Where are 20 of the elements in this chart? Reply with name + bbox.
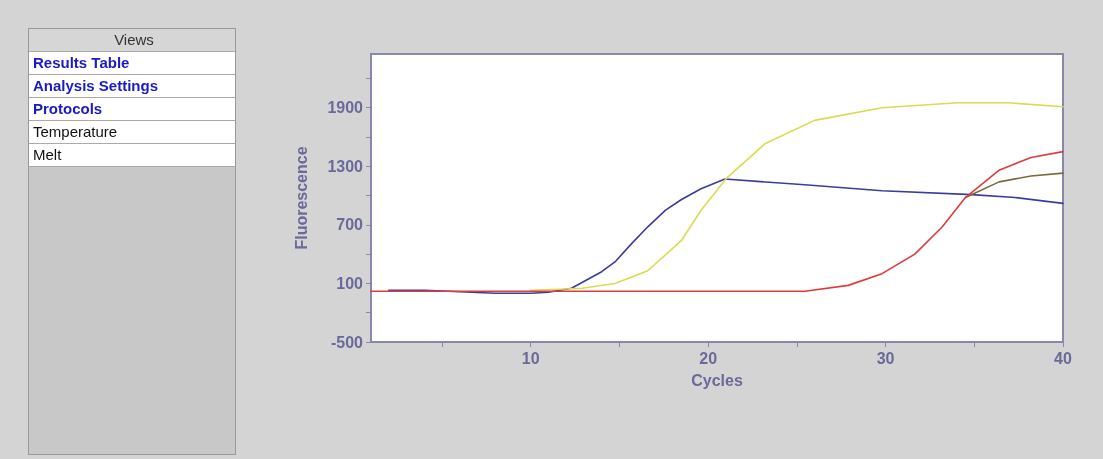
- y-axis-title: Fluorescence: [292, 146, 310, 250]
- text: Results Table: [29, 52, 235, 75]
- line-series: [387, 178, 1064, 294]
- y-tick-label: 1300: [327, 157, 364, 175]
- x-axis-title: Cycles: [691, 371, 743, 389]
- text: Melt: [29, 144, 235, 167]
- x-tick-label: 30: [876, 349, 895, 367]
- x-tick-label: 40: [1054, 349, 1072, 367]
- y-tick-label: -500: [330, 333, 364, 351]
- text: Protocols: [29, 98, 235, 121]
- x-tick-label: 20: [699, 349, 718, 367]
- x-tick-label: 10: [521, 349, 540, 367]
- line-series: [529, 102, 1064, 292]
- y-tick-label: 100: [336, 274, 364, 292]
- line-series: [370, 150, 1064, 293]
- text: Temperature: [29, 121, 235, 144]
- text: Views: [29, 29, 235, 52]
- y-tick-label: 700: [336, 216, 364, 234]
- y-tick-label: 1900: [327, 99, 364, 117]
- text: Analysis Settings: [29, 75, 235, 98]
